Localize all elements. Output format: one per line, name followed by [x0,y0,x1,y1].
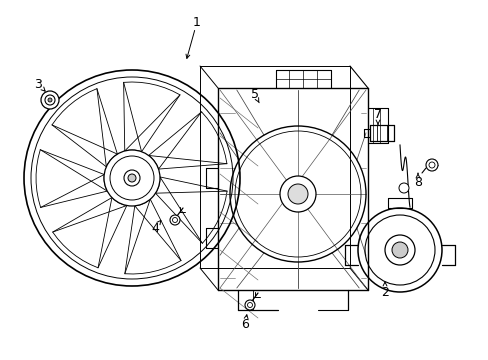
Text: 5: 5 [250,89,259,102]
Text: 7: 7 [373,108,381,122]
Polygon shape [53,198,126,268]
Circle shape [170,215,180,225]
Circle shape [128,174,136,182]
Circle shape [104,150,160,206]
Circle shape [244,300,254,310]
Circle shape [48,98,52,102]
Circle shape [384,235,414,265]
Circle shape [41,91,59,109]
Text: 6: 6 [241,319,248,332]
Polygon shape [124,199,181,274]
Circle shape [124,170,140,186]
Polygon shape [52,89,117,167]
Circle shape [280,176,315,212]
Polygon shape [155,177,226,243]
Circle shape [287,184,307,204]
Polygon shape [36,150,107,207]
Text: 1: 1 [193,15,201,28]
Polygon shape [148,112,226,169]
Circle shape [391,242,407,258]
Text: 8: 8 [413,175,421,189]
Circle shape [425,159,437,171]
Text: 3: 3 [34,77,42,90]
Polygon shape [123,82,180,152]
Circle shape [398,183,408,193]
Text: 2: 2 [380,285,388,298]
Text: 4: 4 [151,221,159,234]
